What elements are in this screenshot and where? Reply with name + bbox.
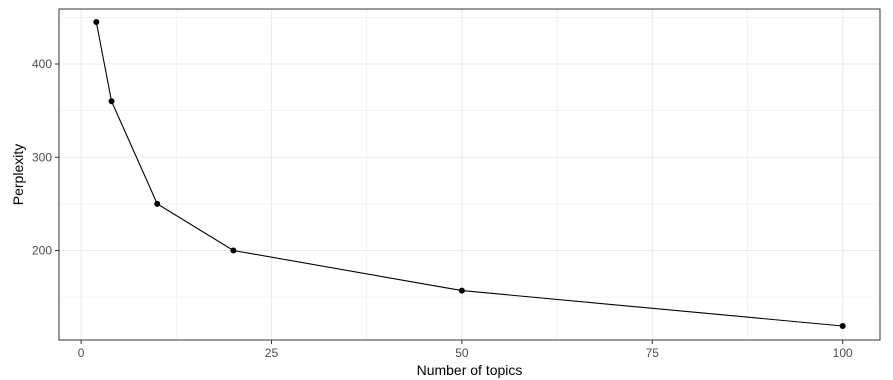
x-tick-label: 25 bbox=[265, 346, 279, 360]
x-tick-label: 0 bbox=[78, 346, 85, 360]
y-tick-label: 200 bbox=[32, 243, 52, 257]
data-point bbox=[458, 287, 465, 294]
data-point bbox=[93, 19, 100, 26]
y-tick-label: 300 bbox=[32, 150, 52, 164]
axis-ticks bbox=[55, 63, 844, 344]
y-tick-label: 400 bbox=[32, 57, 52, 71]
data-point bbox=[839, 323, 846, 330]
series-layer bbox=[93, 19, 846, 330]
x-axis-title: Number of topics bbox=[417, 362, 523, 378]
series-line bbox=[95, 21, 843, 327]
data-point bbox=[108, 98, 115, 105]
data-point bbox=[230, 247, 237, 254]
x-tick-label: 100 bbox=[833, 346, 853, 360]
x-tick-label: 75 bbox=[646, 346, 660, 360]
x-tick-label: 50 bbox=[455, 346, 469, 360]
y-axis-title: Perplexity bbox=[10, 144, 26, 205]
x-axis-tick-labels: 0 25 50 75 100 bbox=[78, 346, 853, 360]
y-axis-tick-labels: 200 300 400 bbox=[32, 57, 52, 257]
major-gridlines bbox=[59, 9, 880, 340]
data-point bbox=[154, 200, 161, 207]
panel-border bbox=[58, 8, 881, 341]
